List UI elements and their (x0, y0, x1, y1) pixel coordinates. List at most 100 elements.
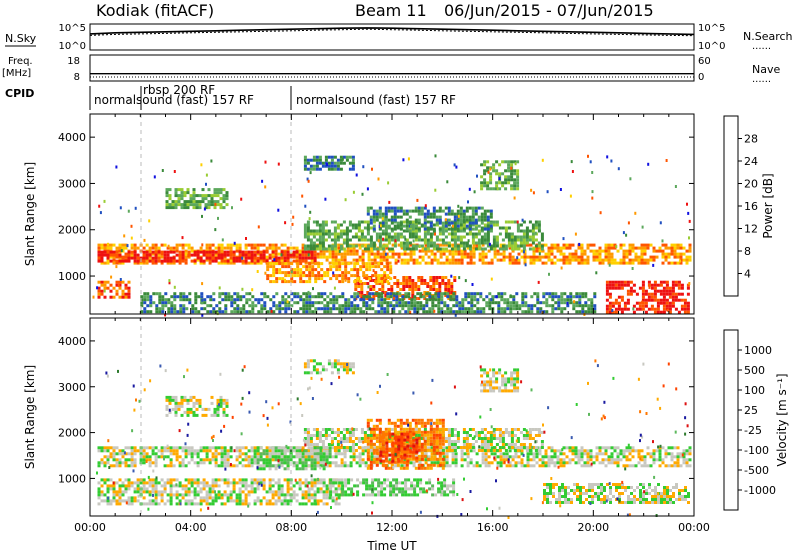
velocity-cell-1 (187, 499, 191, 503)
power-cell-2 (522, 241, 526, 245)
power-cell-10 (458, 307, 462, 311)
power-cell-0 (430, 261, 434, 265)
power-cell-0 (511, 261, 515, 265)
power-cell-3 (420, 209, 424, 213)
power-cell-11 (311, 268, 315, 272)
power-cell-10 (257, 310, 261, 314)
power-cell-3 (480, 212, 484, 216)
power-cell-9 (668, 307, 672, 311)
velocity-cell-0 (214, 464, 218, 468)
power-cell-7 (118, 286, 122, 290)
power-cell-8 (450, 285, 454, 288)
velocity-cell-0 (370, 452, 374, 456)
power-cell-3 (477, 206, 481, 210)
power-cell-3 (390, 218, 394, 222)
power-cell-8 (384, 276, 388, 279)
power-cell-10 (539, 307, 543, 311)
power-cell-10 (467, 292, 471, 296)
power-cell-2 (495, 241, 499, 245)
velocity-cell-0 (205, 446, 209, 450)
power-cell-0 (280, 258, 284, 262)
velocity-cell-1 (295, 499, 299, 503)
power-cell-0 (283, 243, 287, 247)
power-cell-10 (179, 298, 183, 302)
velocity-cell-0 (214, 461, 218, 465)
power-cell-0 (367, 249, 371, 253)
power-cell-1 (211, 250, 215, 254)
power-noise-cell (308, 217, 311, 221)
power-cell-8 (426, 294, 430, 297)
power-noise-cell (688, 219, 691, 223)
power-cell-0 (628, 249, 632, 253)
power-cell-10 (497, 307, 501, 311)
power-noise-cell (424, 204, 427, 208)
velocity-cell-0 (349, 455, 353, 459)
power-cell-1 (259, 253, 263, 257)
power-cell-4 (198, 200, 202, 204)
power-cell-10 (500, 310, 504, 314)
power-cell-7 (97, 295, 101, 299)
power-cell-1 (277, 259, 281, 263)
power-cell-0 (688, 255, 692, 259)
power-cell-8 (447, 282, 451, 285)
power-cell-0 (550, 258, 554, 262)
power-cell-1 (250, 259, 254, 263)
power-cell-10 (251, 295, 255, 299)
power-cell-2 (429, 232, 433, 236)
velocity-cell-1 (277, 493, 281, 497)
power-cell-3 (459, 206, 463, 210)
power-cell-2 (495, 235, 499, 239)
power-cell-0 (181, 246, 185, 250)
velocity-cell-0 (160, 455, 164, 459)
power-cell-2 (306, 235, 310, 239)
velocity-cell-1 (244, 499, 248, 503)
velocity-cell-0 (676, 455, 680, 459)
power-cell-2 (393, 244, 397, 248)
power-cell-10 (470, 298, 474, 302)
velocity-cell-1 (202, 487, 206, 491)
power-cell-0 (370, 258, 374, 262)
power-cell-1 (277, 256, 281, 260)
power-cell-10 (155, 307, 159, 311)
power-cell-6 (495, 160, 499, 164)
power-cell-1 (196, 253, 200, 257)
power-cell-11 (344, 265, 348, 269)
power-cell-2 (348, 229, 352, 233)
power-cell-3 (375, 209, 379, 213)
power-cell-2 (369, 238, 373, 242)
velocity-cell-0 (514, 461, 518, 465)
power-cell-10 (185, 307, 189, 311)
power-noise-cell (468, 187, 471, 191)
power-cell-5 (315, 161, 319, 165)
velocity-cell-0 (574, 446, 578, 450)
power-cell-2 (339, 223, 343, 227)
power-cell-3 (435, 221, 439, 225)
velocity-cell-0 (448, 464, 452, 468)
power-cell-2 (357, 238, 361, 242)
power-cell-3 (471, 215, 475, 219)
power-cell-0 (592, 255, 596, 259)
power-noise-cell (410, 224, 412, 228)
power-cell-2 (468, 229, 472, 233)
power-cell-0 (613, 246, 617, 250)
power-cell-11 (341, 274, 345, 278)
power-cell-6 (486, 187, 490, 191)
power-cell-10 (365, 307, 369, 311)
power-cell-0 (271, 246, 275, 250)
velocity-cell-1 (286, 493, 290, 497)
power-cell-10 (554, 301, 558, 305)
velocity-cell-1 (226, 478, 230, 482)
velocity-cell-0 (133, 449, 137, 453)
power-cell-10 (413, 301, 417, 305)
power-cell-0 (550, 249, 554, 253)
power-cell-8 (372, 279, 376, 282)
velocity-cell-1 (160, 484, 164, 488)
power-noise-cell (332, 271, 335, 275)
velocity-cell-1 (229, 496, 233, 500)
power-cell-4 (195, 206, 199, 210)
velocity-cell-1 (280, 484, 284, 488)
power-cell-10 (443, 304, 447, 308)
velocity-cell-1 (205, 490, 209, 494)
power-cell-1 (214, 256, 218, 260)
power-cell-9 (644, 292, 648, 296)
